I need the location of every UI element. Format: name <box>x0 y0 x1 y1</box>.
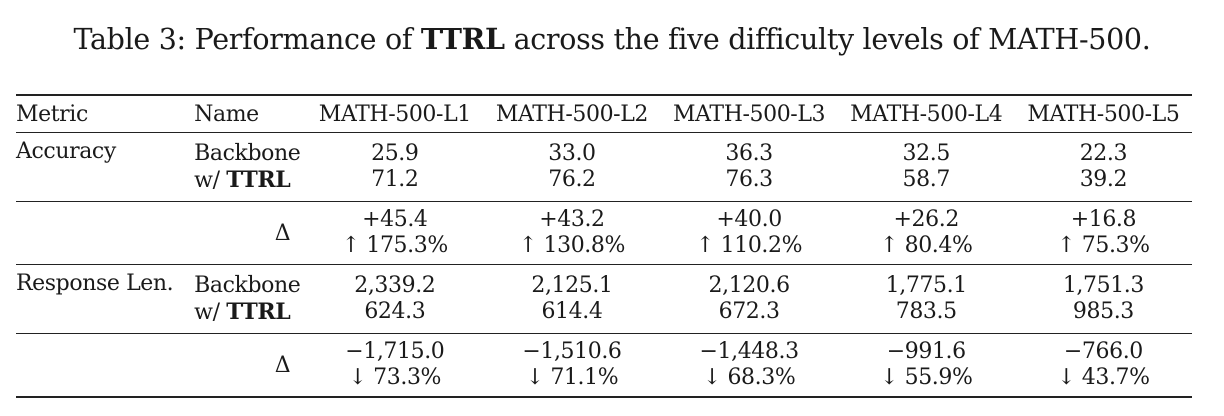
table-cell: −1,715.0 ↓ 73.3% <box>306 333 484 398</box>
table-cell: +40.0 ↑ 110.2% <box>660 201 838 265</box>
table-cell: 1,751.3 985.3 <box>1014 264 1192 334</box>
caption-method: TTRL <box>420 22 505 56</box>
header-metric: Metric <box>16 94 195 133</box>
row-metric-accuracy: Accuracy <box>16 139 116 164</box>
table-cell: −991.6 ↓ 55.9% <box>837 333 1015 398</box>
table-cell: −1,510.6 ↓ 71.1% <box>483 333 661 398</box>
header-level-l2: MATH-500-L2 <box>483 94 661 133</box>
table-cell: −1,448.3 ↓ 68.3% <box>660 333 838 398</box>
results-table: Metric Name MATH-500-L1 MATH-500-L2 MATH… <box>16 94 1192 398</box>
row-names: Backbone w/ TTRL <box>194 264 307 334</box>
table-cell: 2,339.2 624.3 <box>306 264 484 334</box>
ttrl-label: w/ TTRL <box>194 298 291 325</box>
row-names: Backbone w/ TTRL <box>194 133 306 202</box>
table-header-row: Metric Name MATH-500-L1 MATH-500-L2 MATH… <box>16 94 1192 133</box>
header-level-l3: MATH-500-L3 <box>660 94 838 133</box>
table-cell: 2,120.6 672.3 <box>660 264 838 334</box>
table-row: Accuracy Backbone w/ TTRL 25.9 71.2 33.0 7… <box>16 133 1192 202</box>
table-cell: 25.9 71.2 <box>371 141 419 192</box>
table-cell: 32.5 58.7 <box>902 141 951 192</box>
backbone-label: Backbone <box>194 272 301 298</box>
table-cell: −766.0 ↓ 43.7% <box>1014 333 1192 398</box>
table-caption: Table 3: Performance of TTRL across the … <box>0 22 1224 56</box>
table-cell: 36.3 76.3 <box>725 141 773 192</box>
caption-suffix: across the five difficulty levels of MAT… <box>504 23 1151 56</box>
table-cell: 22.3 39.2 <box>1079 141 1128 192</box>
table-cell: 2,125.1 614.4 <box>483 264 661 334</box>
delta-label: Δ <box>194 201 307 265</box>
table-cell: +45.4 ↑ 175.3% <box>306 201 484 265</box>
header-level-l1: MATH-500-L1 <box>306 94 484 133</box>
header-level-l5: MATH-500-L5 <box>1014 94 1192 133</box>
header-level-l4: MATH-500-L4 <box>837 94 1015 133</box>
table-cell: +26.2 ↑ 80.4% <box>837 201 1015 265</box>
table-cell: +16.8 ↑ 75.3% <box>1014 201 1192 265</box>
delta-label: Δ <box>194 333 307 398</box>
table-row: Response Len. Backbone w/ TTRL 2,339.2 62… <box>16 264 1192 334</box>
caption-prefix: Table 3: Performance of <box>73 23 421 56</box>
table-row: Δ +45.4 ↑ 175.3% +43.2 ↑ 130.8% +40.0 ↑ 110… <box>16 201 1192 265</box>
table-row: Δ −1,715.0 ↓ 73.3% −1,510.6 ↓ 71.1% −1,448… <box>16 333 1192 398</box>
ttrl-label: w/ TTRL <box>194 166 291 193</box>
header-name: Name <box>194 94 307 133</box>
backbone-label: Backbone <box>194 140 301 166</box>
table-cell: 33.0 76.2 <box>548 141 596 192</box>
table-cell: +43.2 ↑ 130.8% <box>483 201 661 265</box>
table-cell: 1,775.1 783.5 <box>837 264 1015 334</box>
row-metric-response-len: Response Len. <box>16 264 195 334</box>
